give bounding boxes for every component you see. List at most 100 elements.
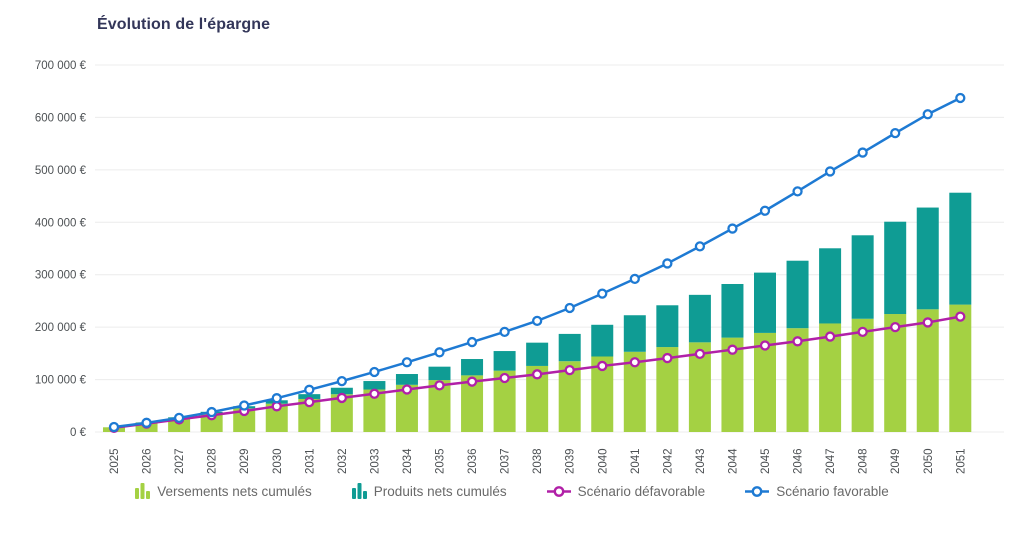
x-tick-label-2032: 2032 bbox=[337, 448, 349, 474]
bar-versements-2029[interactable] bbox=[233, 408, 256, 432]
marker-favorable-2030[interactable] bbox=[271, 393, 282, 404]
marker-defavorable-2044[interactable] bbox=[727, 344, 738, 355]
bar-produits-2050[interactable] bbox=[916, 207, 939, 310]
bar-versements-2040[interactable] bbox=[591, 356, 614, 432]
bar-produits-2044[interactable] bbox=[721, 283, 744, 338]
marker-favorable-2046[interactable] bbox=[792, 186, 803, 197]
marker-defavorable-2051[interactable] bbox=[955, 311, 966, 322]
marker-favorable-2042[interactable] bbox=[662, 258, 673, 269]
marker-defavorable-2049[interactable] bbox=[890, 321, 901, 333]
marker-defavorable-2036[interactable] bbox=[466, 376, 478, 387]
bar-produits-2034[interactable] bbox=[395, 374, 418, 385]
bar-produits-2036[interactable] bbox=[461, 359, 484, 376]
marker-favorable-2032[interactable] bbox=[336, 375, 348, 387]
bar-produits-2049[interactable] bbox=[884, 221, 907, 315]
marker-favorable-2047[interactable] bbox=[824, 166, 836, 177]
bar-versements-2043[interactable] bbox=[688, 342, 711, 432]
marker-defavorable-2037[interactable] bbox=[499, 372, 510, 384]
marker-favorable-2041[interactable] bbox=[629, 273, 640, 285]
marker-defavorable-2042[interactable] bbox=[662, 352, 673, 364]
marker-defavorable-2038[interactable] bbox=[532, 369, 543, 380]
marker-defavorable-2047[interactable] bbox=[824, 331, 836, 342]
bar-versements-2042[interactable] bbox=[656, 347, 679, 432]
bar-produits-2037[interactable] bbox=[493, 351, 516, 371]
bar-produits-2038[interactable] bbox=[526, 342, 549, 366]
bar-versements-2030[interactable] bbox=[265, 403, 288, 432]
marker-favorable-2034[interactable] bbox=[401, 357, 413, 368]
marker-favorable-2039[interactable] bbox=[564, 302, 575, 314]
marker-favorable-2038[interactable] bbox=[532, 315, 543, 327]
marker-defavorable-2040[interactable] bbox=[597, 360, 608, 372]
bar-versements-2036[interactable] bbox=[461, 375, 484, 432]
bar-versements-2032[interactable] bbox=[330, 394, 353, 432]
legend-item-produits[interactable]: Produits nets cumulés bbox=[351, 483, 507, 499]
bar-produits-2051[interactable] bbox=[949, 192, 972, 305]
bar-versements-2045[interactable] bbox=[754, 332, 776, 432]
bar-versements-2049[interactable] bbox=[884, 314, 907, 432]
bar-produits-2043[interactable] bbox=[688, 294, 711, 343]
marker-defavorable-2033[interactable] bbox=[369, 388, 380, 399]
bar-versements-2034[interactable] bbox=[395, 384, 418, 432]
marker-favorable-2029[interactable] bbox=[239, 400, 250, 411]
marker-defavorable-2035[interactable] bbox=[434, 380, 445, 391]
bar-versements-2033[interactable] bbox=[363, 389, 386, 432]
bar-versements-2039[interactable] bbox=[558, 361, 581, 432]
bar-produits-2041[interactable] bbox=[623, 315, 646, 352]
bar-versements-2031[interactable] bbox=[298, 398, 321, 432]
bar-produits-2033[interactable] bbox=[363, 381, 386, 390]
bar-versements-2050[interactable] bbox=[916, 309, 939, 432]
bar-versements-2035[interactable] bbox=[428, 380, 451, 432]
marker-defavorable-2041[interactable] bbox=[629, 357, 640, 368]
bar-versements-2051[interactable] bbox=[949, 304, 972, 432]
bar-versements-2048[interactable] bbox=[851, 318, 874, 432]
marker-defavorable-2032[interactable] bbox=[336, 392, 348, 404]
marker-favorable-2044[interactable] bbox=[727, 223, 738, 234]
bar-versements-2028[interactable] bbox=[200, 413, 223, 432]
marker-favorable-2051[interactable] bbox=[955, 92, 966, 104]
marker-favorable-2027[interactable] bbox=[173, 412, 185, 423]
bar-produits-2047[interactable] bbox=[819, 248, 842, 324]
marker-favorable-2025[interactable] bbox=[108, 421, 120, 433]
bar-produits-2040[interactable] bbox=[591, 324, 614, 357]
marker-defavorable-2030[interactable] bbox=[271, 401, 282, 412]
marker-favorable-2050[interactable] bbox=[922, 109, 933, 120]
marker-defavorable-2050[interactable] bbox=[922, 317, 933, 328]
marker-favorable-2049[interactable] bbox=[890, 128, 901, 139]
bar-versements-2047[interactable] bbox=[819, 323, 842, 432]
bar-produits-2045[interactable] bbox=[754, 272, 776, 333]
legend-item-versements[interactable]: Versements nets cumulés bbox=[135, 483, 312, 499]
marker-favorable-2036[interactable] bbox=[466, 336, 478, 348]
bar-versements-2046[interactable] bbox=[786, 328, 809, 432]
bar-versements-2037[interactable] bbox=[493, 370, 516, 432]
bar-produits-2039[interactable] bbox=[558, 333, 581, 362]
marker-defavorable-2039[interactable] bbox=[564, 364, 575, 376]
bar-produits-2035[interactable] bbox=[428, 366, 451, 381]
marker-defavorable-2046[interactable] bbox=[792, 336, 803, 347]
bar-produits-2031[interactable] bbox=[298, 394, 321, 399]
bar-produits-2032[interactable] bbox=[330, 387, 353, 395]
marker-defavorable-2034[interactable] bbox=[401, 384, 413, 395]
marker-defavorable-2043[interactable] bbox=[694, 348, 706, 360]
bar-produits-2048[interactable] bbox=[851, 235, 874, 319]
marker-favorable-2048[interactable] bbox=[857, 147, 868, 158]
marker-favorable-2043[interactable] bbox=[694, 241, 706, 252]
marker-defavorable-2048[interactable] bbox=[857, 326, 868, 338]
legend-item-defavorable[interactable]: Scénario défavorable bbox=[546, 484, 705, 499]
marker-favorable-2033[interactable] bbox=[369, 366, 380, 378]
bar-versements-2038[interactable] bbox=[526, 365, 549, 432]
marker-defavorable-2045[interactable] bbox=[759, 340, 771, 351]
bar-versements-2044[interactable] bbox=[721, 337, 744, 432]
marker-favorable-2035[interactable] bbox=[434, 347, 445, 358]
marker-favorable-2031[interactable] bbox=[304, 384, 315, 395]
legend-item-favorable[interactable]: Scénario favorable bbox=[745, 484, 889, 499]
marker-favorable-2040[interactable] bbox=[597, 288, 608, 299]
marker-favorable-2037[interactable] bbox=[499, 326, 510, 338]
bar-produits-2046[interactable] bbox=[786, 260, 809, 329]
marker-favorable-2028[interactable] bbox=[206, 406, 217, 418]
bar-produits-2042[interactable] bbox=[656, 305, 679, 348]
marker-favorable-2045[interactable] bbox=[759, 205, 771, 216]
bar-versements-2041[interactable] bbox=[623, 351, 646, 432]
marker-defavorable-2031[interactable] bbox=[304, 396, 315, 408]
marker-favorable-2026[interactable] bbox=[141, 417, 152, 428]
